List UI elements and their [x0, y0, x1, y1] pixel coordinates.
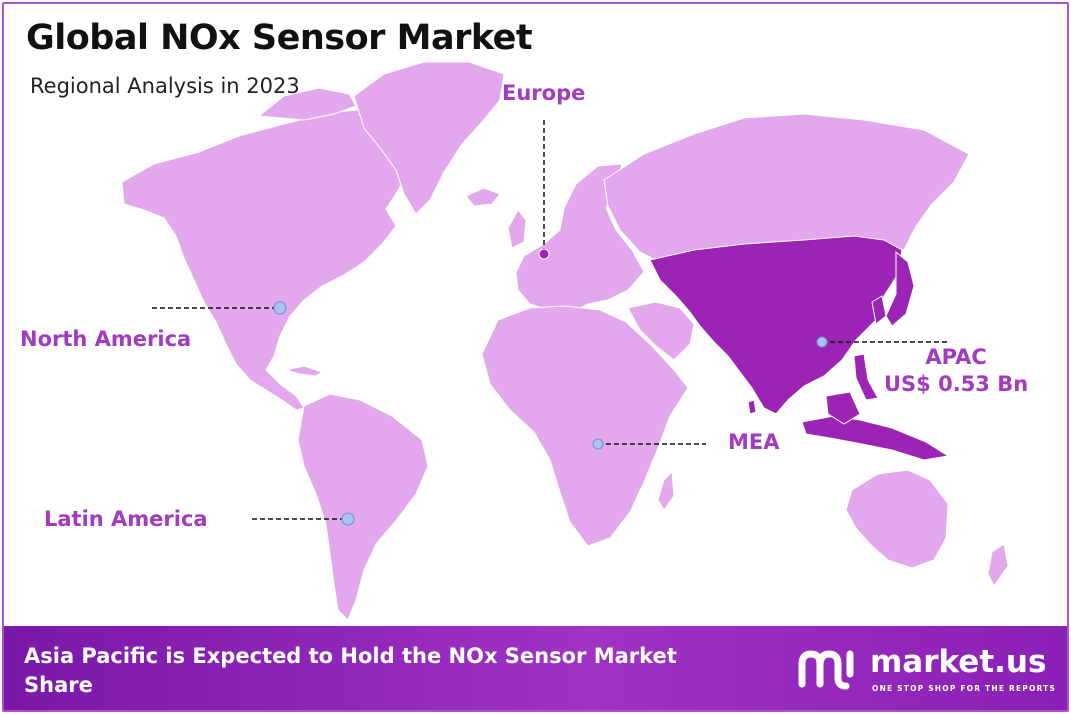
madagascar [657, 470, 675, 511]
korea [871, 295, 887, 325]
indonesia [801, 415, 950, 461]
north-america-marker [273, 301, 287, 315]
page-subtitle: Regional Analysis in 2023 [30, 74, 300, 98]
asia-highlight [649, 235, 903, 415]
europe-label: Europe [502, 80, 585, 107]
greenland [353, 61, 505, 215]
arctic-islands [257, 87, 357, 121]
europe-marker [538, 248, 550, 260]
mea-marker [592, 438, 604, 450]
apac-label: APAC US$ 0.53 Bn [884, 344, 1028, 399]
latin-america-marker [341, 512, 355, 526]
apac-marker [816, 336, 828, 348]
middle-east-landmass [627, 301, 695, 361]
apac-label-text: APAC [925, 345, 987, 369]
europe-landmass [515, 163, 645, 315]
land-masses [121, 61, 1009, 621]
europe-label-text: Europe [502, 81, 586, 105]
russia-landmass [603, 113, 970, 263]
apac-region [649, 235, 950, 461]
africa-landmass [481, 305, 689, 547]
world-map [121, 61, 1009, 621]
latin-america-label-text: Latin America [44, 507, 208, 531]
borneo [825, 391, 861, 425]
region-markers [273, 248, 828, 526]
latin-america-label: Latin America [44, 506, 208, 533]
sri-lanka [747, 399, 757, 415]
japan [885, 250, 915, 327]
page-title: Global NOx Sensor Market [26, 18, 533, 58]
brand-logo: market.us ONE STOP SHOP FOR THE REPORTS [794, 644, 1055, 694]
callout-lines [152, 120, 948, 520]
brand-name: market.us [870, 644, 1047, 680]
north-america-label: North America [20, 326, 191, 353]
south-america-landmass [297, 393, 429, 621]
british-isles [507, 209, 527, 249]
footer-banner: Asia Pacific is Expected to Hold the NOx… [4, 626, 1067, 710]
taiwan-philippines [853, 353, 879, 401]
north-america-label-text: North America [20, 327, 192, 351]
brand-tagline: ONE STOP SHOP FOR THE REPORTS [872, 684, 1057, 693]
australia [845, 469, 949, 569]
apac-value: US$ 0.53 Bn [884, 372, 1029, 397]
mea-label-text: MEA [728, 430, 780, 454]
mea-label: MEA [728, 429, 780, 456]
footer-text: Asia Pacific is Expected to Hold the NOx… [24, 644, 677, 697]
market-us-logo-icon [798, 650, 854, 690]
new-zealand [987, 543, 1009, 587]
caribbean-islands [285, 365, 324, 377]
iceland [465, 187, 501, 207]
